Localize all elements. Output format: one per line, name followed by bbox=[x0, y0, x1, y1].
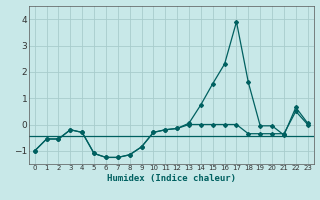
X-axis label: Humidex (Indice chaleur): Humidex (Indice chaleur) bbox=[107, 174, 236, 183]
